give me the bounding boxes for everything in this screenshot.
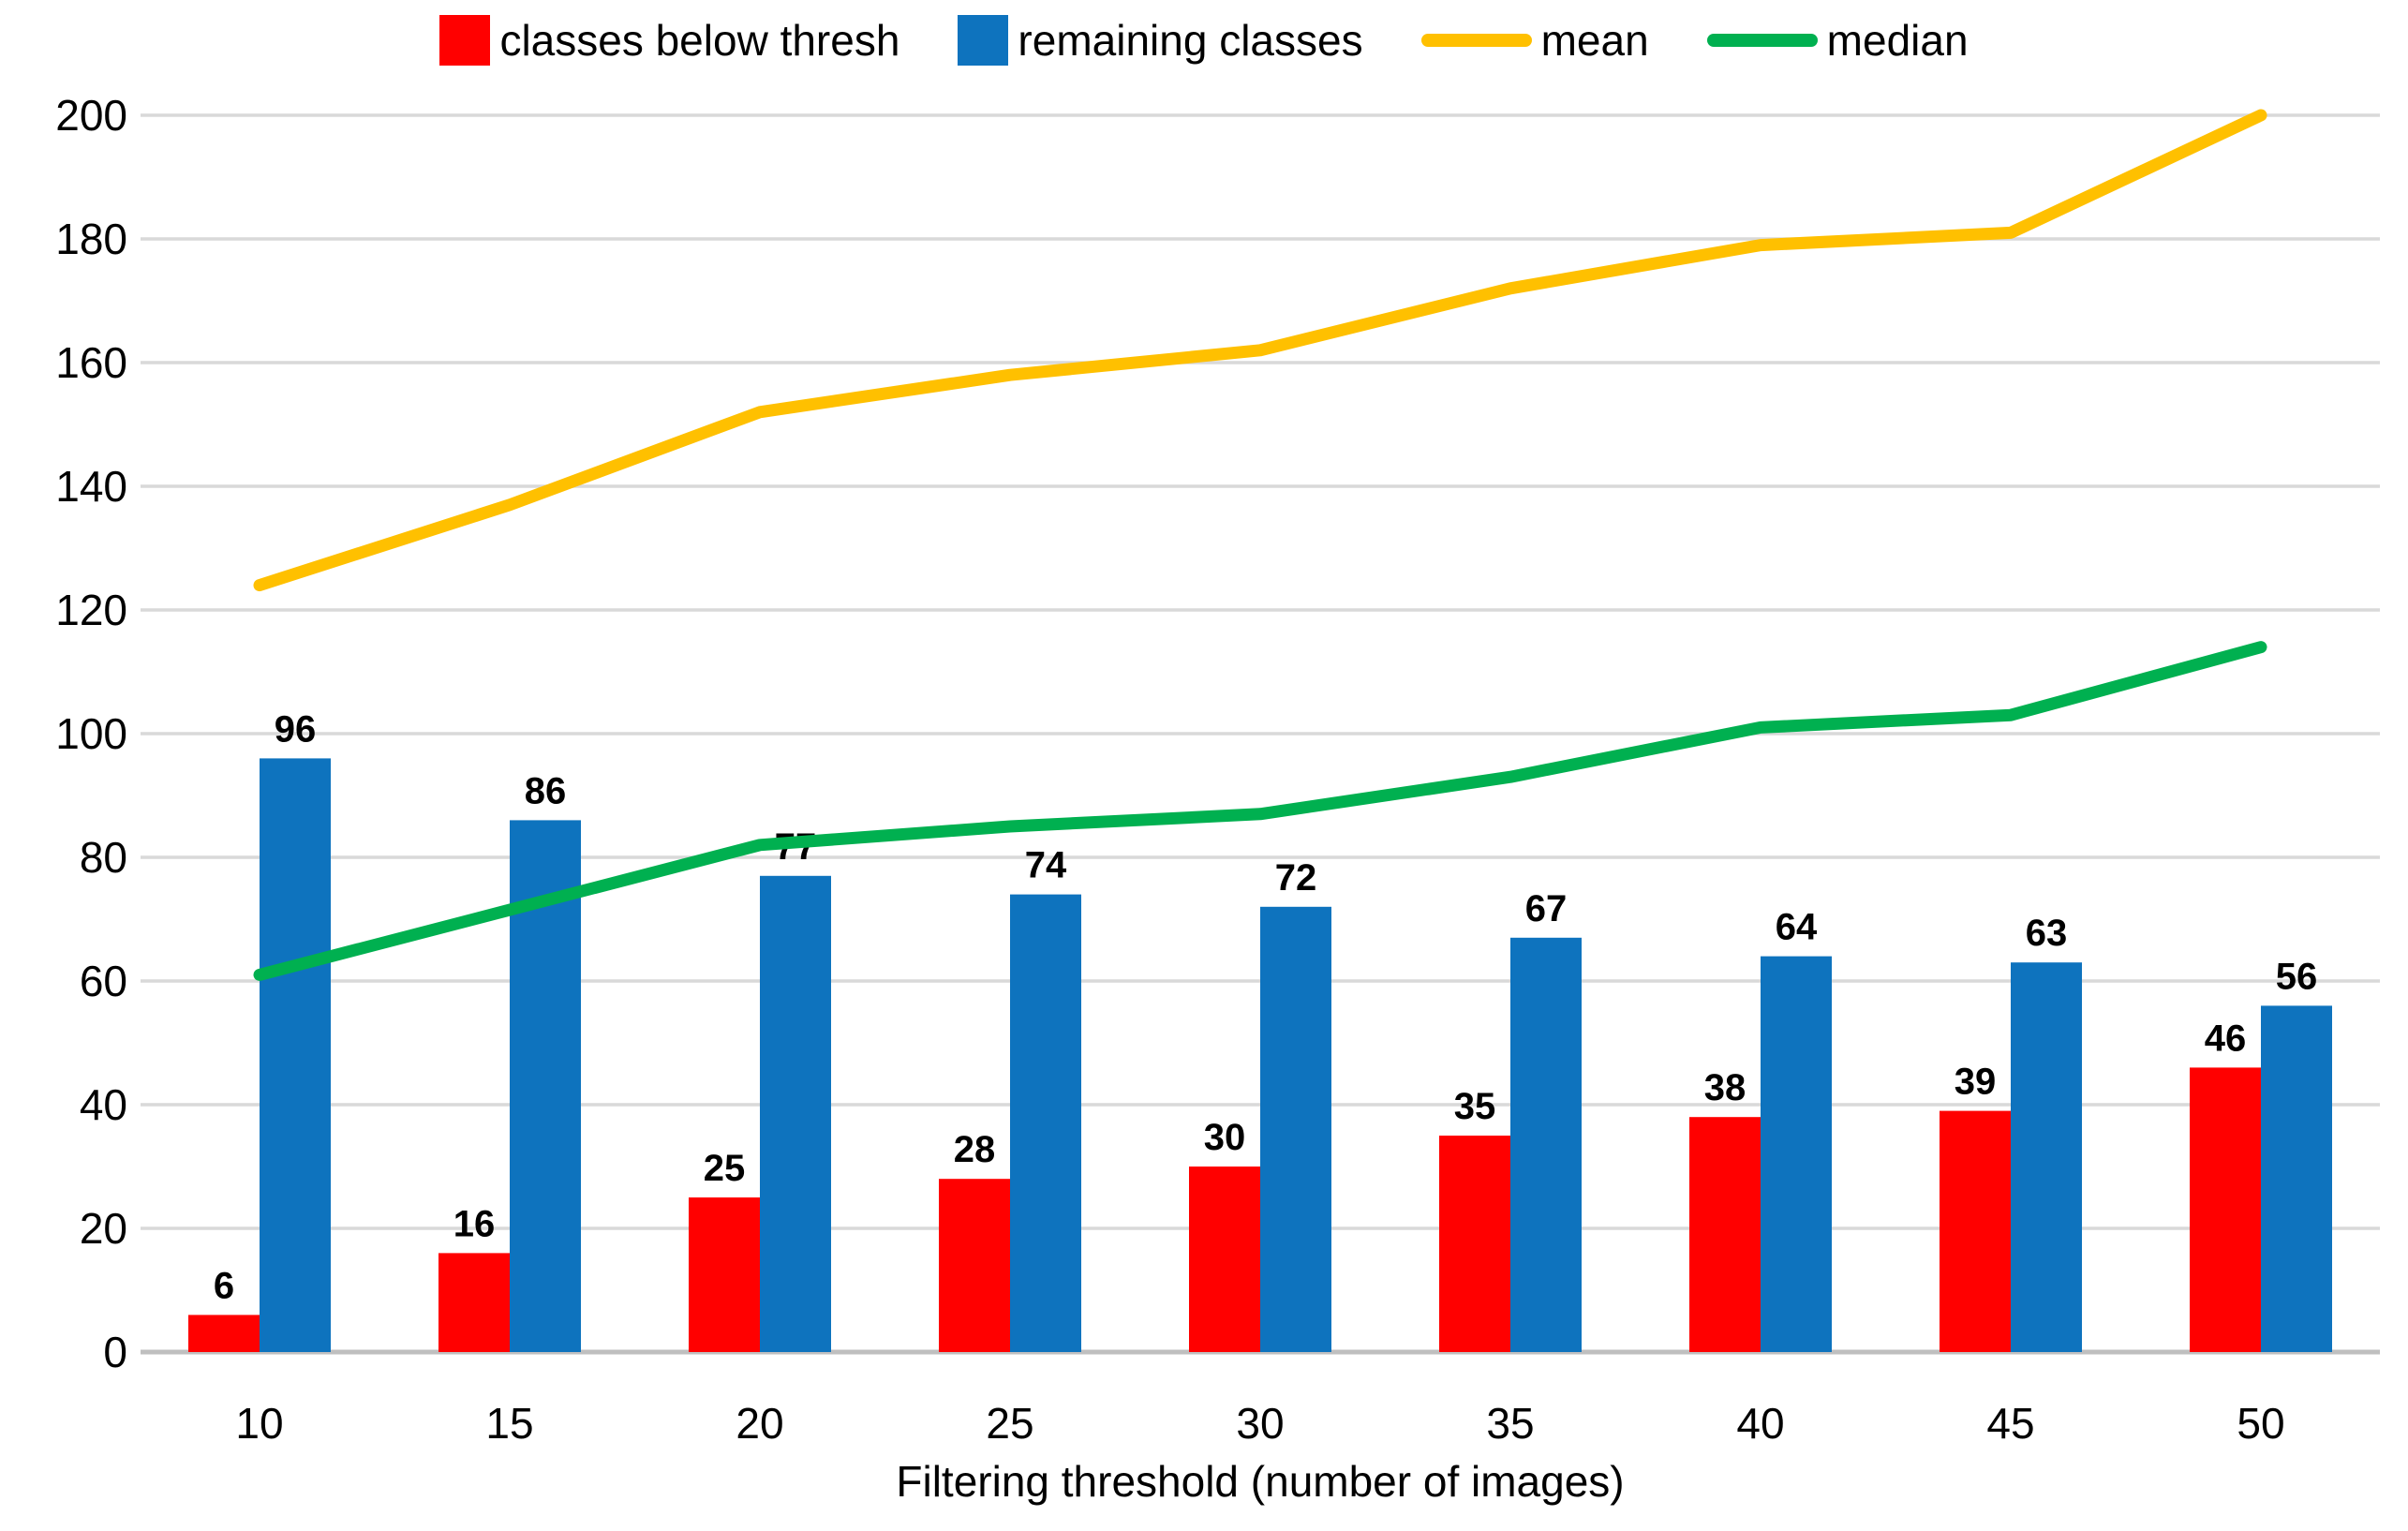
bar-value-label: 67 [1525, 888, 1568, 929]
bar-labels-classes-below-thresh: 6 16 25 28 30 35 38 39 46 [214, 1018, 2246, 1306]
bar-classes-below-thresh-15 [438, 1253, 510, 1352]
bar-value-label: 56 [2276, 956, 2318, 997]
legend-label-median: median [1826, 16, 1969, 65]
bar-classes-below-thresh-20 [689, 1197, 760, 1352]
bar-classes-below-thresh-10 [188, 1315, 260, 1352]
x-tick-label-50: 50 [2237, 1399, 2284, 1448]
y-tick-label-160: 160 [55, 338, 127, 387]
y-tick-label-100: 100 [55, 709, 127, 758]
bar-value-label: 28 [954, 1129, 996, 1170]
bar-value-label: 74 [1025, 845, 1067, 886]
y-axis-tick-labels: 0 20 40 60 80 100 120 140 160 180 200 [55, 91, 127, 1376]
bar-value-label: 6 [214, 1265, 234, 1306]
bar-remaining-classes-45 [2011, 962, 2082, 1352]
y-tick-label-180: 180 [55, 215, 127, 263]
bar-value-label: 38 [1704, 1067, 1747, 1108]
bar-classes-below-thresh-50 [2190, 1067, 2261, 1352]
y-tick-label-140: 140 [55, 462, 127, 511]
x-tick-label-30: 30 [1236, 1399, 1284, 1448]
x-axis-tick-labels: 10 15 20 25 30 35 40 45 50 [235, 1399, 2284, 1448]
bar-remaining-classes-35 [1510, 937, 1582, 1352]
y-tick-label-20: 20 [80, 1204, 127, 1253]
legend-label-classes-below-thresh: classes below thresh [499, 16, 900, 65]
y-tick-label-80: 80 [80, 833, 127, 882]
bar-value-label: 25 [704, 1148, 746, 1189]
x-tick-label-45: 45 [1986, 1399, 2034, 1448]
legend-item-mean: mean [1420, 15, 1649, 66]
line-mean [253, 109, 2267, 592]
x-axis-title: Filtering threshold (number of images) [896, 1457, 1624, 1506]
bar-remaining-classes-50 [2261, 1005, 2332, 1352]
legend-label-mean: mean [1540, 16, 1649, 65]
line-median [253, 641, 2267, 981]
legend-item-classes-below-thresh: classes below thresh [439, 15, 899, 66]
y-tick-label-0: 0 [103, 1328, 127, 1376]
bar-classes-below-thresh-30 [1189, 1167, 1260, 1352]
bar-classes-below-thresh-35 [1439, 1136, 1510, 1352]
blue-square-swatch-icon [958, 15, 1009, 66]
legend-item-remaining-classes: remaining classes [958, 15, 1363, 66]
bar-classes-below-thresh-40 [1689, 1117, 1761, 1352]
bar-value-label: 64 [1776, 907, 1818, 948]
bar-classes-below-thresh-25 [939, 1179, 1010, 1352]
x-tick-label-40: 40 [1736, 1399, 1784, 1448]
bar-remaining-classes-40 [1761, 956, 1832, 1352]
x-tick-label-35: 35 [1486, 1399, 1534, 1448]
y-tick-label-200: 200 [55, 91, 127, 140]
bar-value-label: 96 [275, 708, 317, 750]
x-tick-label-20: 20 [736, 1399, 783, 1448]
bar-value-label: 39 [1955, 1062, 1997, 1103]
bar-remaining-classes-25 [1010, 894, 1081, 1352]
red-square-swatch-icon [439, 15, 491, 66]
legend-label-remaining-classes: remaining classes [1018, 16, 1363, 65]
bar-value-label: 86 [525, 770, 567, 811]
bar-value-label: 63 [2026, 913, 2068, 954]
bar-classes-below-thresh-45 [1940, 1110, 2011, 1352]
chart-legend: classes below thresh remaining classes m… [0, 7, 2408, 73]
bars-remaining-classes [260, 758, 2332, 1352]
bar-value-label: 72 [1275, 857, 1317, 899]
yellow-line-swatch-icon [1420, 34, 1532, 47]
y-tick-label-120: 120 [55, 586, 127, 634]
bar-value-label: 46 [2205, 1018, 2247, 1059]
bar-value-label: 30 [1204, 1117, 1246, 1158]
x-tick-label-25: 25 [986, 1399, 1033, 1448]
bar-remaining-classes-20 [760, 875, 831, 1352]
bars-classes-below-thresh [188, 1067, 2261, 1352]
bar-remaining-classes-30 [1260, 906, 1331, 1352]
legend-item-median: median [1706, 15, 1969, 66]
bar-remaining-classes-10 [260, 758, 331, 1352]
x-tick-label-10: 10 [235, 1399, 283, 1448]
y-tick-label-60: 60 [80, 957, 127, 1005]
bar-value-label: 35 [1454, 1086, 1496, 1127]
green-line-swatch-icon [1706, 34, 1818, 47]
x-tick-label-15: 15 [485, 1399, 533, 1448]
y-tick-label-40: 40 [80, 1080, 127, 1129]
bar-value-label: 16 [453, 1203, 496, 1244]
